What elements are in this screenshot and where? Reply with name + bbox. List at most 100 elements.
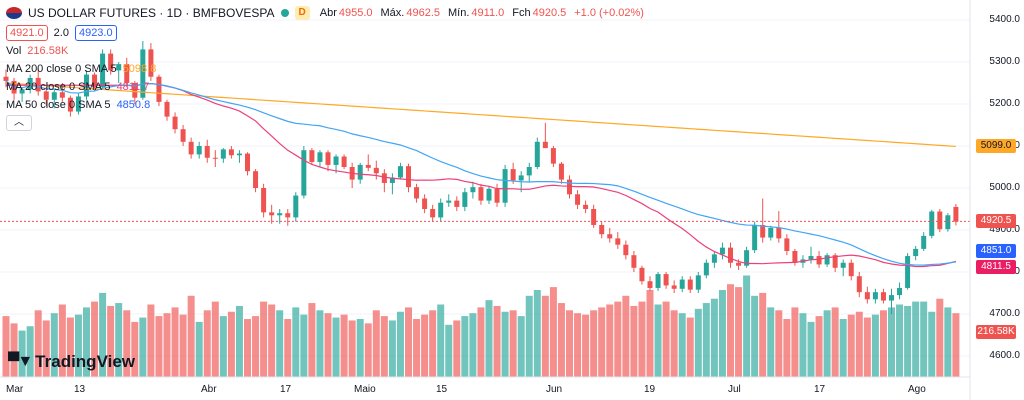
volume-bar xyxy=(139,317,147,377)
candle-body xyxy=(550,148,556,164)
volume-bar xyxy=(606,304,614,377)
candle-body xyxy=(679,279,685,289)
candle-body xyxy=(116,64,122,71)
ma200-indicator-row[interactable]: MA 200 close 0 SMA 5 5098.8 xyxy=(6,60,652,78)
volume-bar xyxy=(831,307,839,377)
candle-body xyxy=(341,156,347,167)
y-tick-label: 5000.0 xyxy=(989,182,1020,193)
candle-body xyxy=(51,92,57,100)
candle-body xyxy=(43,91,49,100)
candle-body xyxy=(325,152,331,165)
volume-bar xyxy=(380,316,388,377)
volume-bar xyxy=(252,316,260,377)
candle-body xyxy=(542,141,548,149)
volume-bar xyxy=(888,307,895,377)
candle-body xyxy=(647,281,653,288)
ma50-value: 4850.8 xyxy=(116,99,151,111)
volume-bar xyxy=(300,314,308,377)
market-status-icon xyxy=(280,9,289,17)
candle-body xyxy=(462,192,468,207)
candle-body xyxy=(607,234,613,239)
candle-body xyxy=(889,295,894,301)
candle-body xyxy=(719,247,725,255)
volume-bar xyxy=(91,301,99,377)
candle-body xyxy=(301,150,307,196)
volume-bar xyxy=(219,316,227,377)
x-tick-label: Jul xyxy=(728,384,741,395)
candle-body xyxy=(389,177,395,183)
candle-body xyxy=(19,89,25,94)
tradingview-logo[interactable]: ▀▼ TradingView xyxy=(8,352,135,372)
ma20-price-tag: 4811.5 xyxy=(976,260,1016,275)
candle-body xyxy=(897,287,903,296)
volume-bar xyxy=(582,314,590,377)
volume-bar xyxy=(324,313,332,377)
candle-body xyxy=(776,227,782,239)
high-label: Máx. xyxy=(380,7,405,19)
volume-indicator-row[interactable]: Vol 216.58K xyxy=(6,42,652,60)
close-label: Fch xyxy=(512,7,531,19)
y-tick-label: 5300.0 xyxy=(989,56,1020,67)
x-tick-label: 17 xyxy=(280,384,292,395)
sell-price-button[interactable]: 4921.0 xyxy=(6,25,48,41)
y-tick-label: 4600.0 xyxy=(989,350,1020,361)
ma50-indicator-row[interactable]: MA 50 close 0 SMA 5 4850.8 xyxy=(6,96,652,114)
volume-bar xyxy=(485,300,493,377)
x-tick-label: 19 xyxy=(644,384,656,395)
candle-body xyxy=(937,211,943,230)
volume-value: 216.58K xyxy=(27,45,69,57)
volume-bar xyxy=(791,307,799,377)
volume-bar xyxy=(702,303,710,377)
volume-bar xyxy=(807,321,815,377)
volume-bar xyxy=(871,314,879,377)
volume-bar xyxy=(356,319,364,377)
x-tick-label: Mar xyxy=(6,384,24,395)
candle-body xyxy=(711,254,717,263)
moving-averages xyxy=(5,80,957,268)
grid-lines xyxy=(0,19,970,357)
x-tick-label: 13 xyxy=(74,384,86,395)
chevron-up-icon[interactable]: ︿ xyxy=(6,115,32,131)
candle-body xyxy=(583,204,589,209)
volume-bar xyxy=(66,317,74,377)
change-value: +1.0 (+0.02%) xyxy=(574,7,644,19)
candle-body xyxy=(534,141,540,167)
last-price-tag: 4920.5 xyxy=(976,214,1016,229)
volume-bar xyxy=(477,307,485,377)
delay-badge[interactable]: D xyxy=(294,6,310,20)
volume-bar xyxy=(920,301,928,377)
volume-bar xyxy=(2,316,10,377)
volume-bar xyxy=(630,305,638,377)
volume-bar xyxy=(735,287,743,377)
candle-body xyxy=(245,153,250,172)
volume-bar xyxy=(308,303,316,377)
volume-bar xyxy=(26,326,34,377)
candle-body xyxy=(848,262,854,277)
symbol-title[interactable]: US DOLLAR FUTURES · 1D · BMFBOVESPA xyxy=(28,6,275,20)
candle-body xyxy=(196,146,202,155)
volume-bar xyxy=(710,298,718,377)
candle-body xyxy=(808,256,814,260)
buy-price-button[interactable]: 4923.0 xyxy=(74,25,117,41)
candle-body xyxy=(518,175,524,181)
volume-bar xyxy=(557,303,565,377)
candle-body xyxy=(285,213,291,218)
candle-body xyxy=(921,235,927,249)
open-value: 4955.0 xyxy=(338,7,373,19)
candle-body xyxy=(872,292,878,300)
candle-body xyxy=(75,96,81,112)
candle-body xyxy=(486,188,492,201)
candle-body xyxy=(470,187,476,193)
candle-body xyxy=(824,255,830,265)
candle-body xyxy=(905,256,911,288)
volume-bar xyxy=(340,314,348,377)
ma50-line xyxy=(5,80,956,266)
ma20-indicator-row[interactable]: MA 20 close 0 SMA 5 4811.7 xyxy=(6,78,652,96)
ma20-value: 4811.7 xyxy=(116,81,150,93)
volume-bar xyxy=(34,310,42,377)
volume-bar xyxy=(670,310,678,377)
candle-body xyxy=(373,167,379,174)
candle-body xyxy=(67,97,73,112)
candle-body xyxy=(414,187,420,199)
